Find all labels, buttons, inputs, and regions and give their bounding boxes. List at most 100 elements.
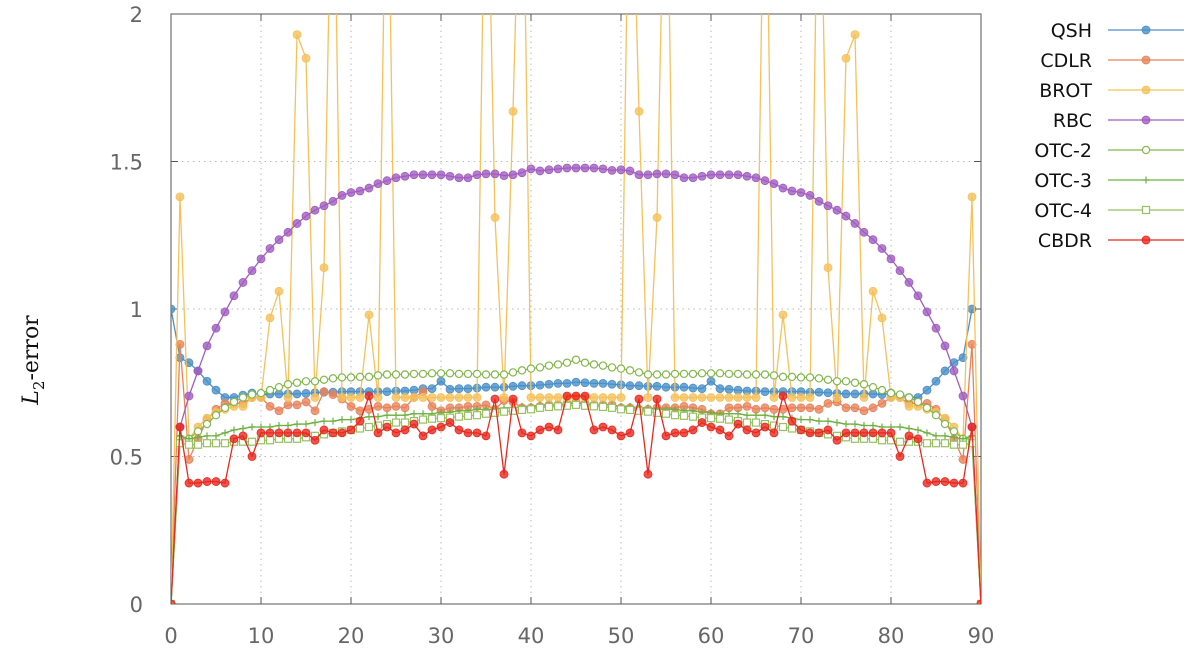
point-rbc xyxy=(265,244,275,253)
point-otc-2 xyxy=(409,369,419,379)
point-otc-4 xyxy=(688,412,698,421)
series-otc-2 xyxy=(171,355,981,604)
point-cbdr xyxy=(949,478,959,488)
point-otc-2 xyxy=(625,366,635,375)
point-otc-2 xyxy=(868,382,878,392)
legend-label-brot: BROT xyxy=(1039,80,1092,102)
point-brot xyxy=(373,393,383,402)
point-cbdr xyxy=(616,431,626,441)
point-cbdr xyxy=(733,419,743,429)
point-brot xyxy=(670,393,680,402)
point-rbc xyxy=(697,171,707,181)
point-cbdr xyxy=(787,416,797,426)
point-cbdr xyxy=(319,425,329,435)
point-cbdr xyxy=(481,431,491,441)
point-brot xyxy=(823,263,833,273)
point-rbc xyxy=(184,391,194,401)
point-rbc xyxy=(580,163,590,173)
legend-label-qsh: QSH xyxy=(1051,20,1092,42)
point-otc-4 xyxy=(247,437,257,446)
point-brot xyxy=(364,310,374,320)
point-otc-4 xyxy=(679,411,689,420)
y-tick-label: 0.5 xyxy=(110,446,143,470)
point-otc-2 xyxy=(391,370,401,379)
point-rbc xyxy=(850,219,860,228)
point-rbc xyxy=(643,170,653,180)
point-brot xyxy=(904,401,914,411)
point-otc-4 xyxy=(202,439,212,448)
point-cbdr xyxy=(841,428,851,438)
point-rbc xyxy=(904,278,914,287)
point-otc-2 xyxy=(805,373,815,382)
point-brot xyxy=(445,393,455,402)
point-brot xyxy=(688,393,698,402)
point-otc-4 xyxy=(265,436,275,445)
point-otc-3 xyxy=(869,422,877,430)
series-layer xyxy=(171,14,981,604)
point-otc-3 xyxy=(941,432,949,440)
point-otc-2 xyxy=(400,370,410,379)
point-otc-2 xyxy=(580,358,590,367)
point-brot xyxy=(427,393,437,402)
point-cbdr xyxy=(562,391,572,401)
legend-label-otc-2: OTC-2 xyxy=(1034,140,1092,162)
point-otc-2 xyxy=(814,374,824,383)
point-otc-2 xyxy=(517,366,527,375)
point-qsh xyxy=(931,376,941,386)
point-otc-2 xyxy=(463,369,473,379)
point-rbc xyxy=(868,235,878,245)
point-rbc xyxy=(589,163,599,173)
y-tick-label: 1.5 xyxy=(110,151,143,175)
legend-label-cbdr: CBDR xyxy=(1038,230,1092,252)
point-qsh xyxy=(733,385,743,395)
point-cbdr xyxy=(202,477,212,486)
point-cdlr xyxy=(382,403,392,413)
point-otc-2 xyxy=(481,370,491,379)
point-otc-2 xyxy=(679,369,689,379)
point-otc-2 xyxy=(733,369,743,379)
point-brot xyxy=(706,393,716,402)
point-otc-3 xyxy=(221,429,229,437)
tick-labels: 0 10 20 30 40 50 60 70 80 90 0 0.5 1 1.5 2 xyxy=(110,3,995,648)
legend-marker-brot xyxy=(1141,85,1151,95)
legend-item-otc-3: OTC-3 xyxy=(1034,170,1184,192)
point-qsh xyxy=(445,384,455,394)
point-cbdr xyxy=(976,599,981,604)
point-brot xyxy=(742,393,752,402)
point-otc-2 xyxy=(760,370,770,379)
point-cdlr xyxy=(787,403,797,413)
point-cbdr xyxy=(373,428,383,438)
point-otc-2 xyxy=(886,388,896,398)
legend-marker-qsh xyxy=(1141,25,1151,35)
x-tick-label: 60 xyxy=(698,624,725,648)
point-rbc xyxy=(652,169,662,179)
point-rbc xyxy=(472,170,482,180)
point-qsh xyxy=(580,378,590,388)
point-cbdr xyxy=(355,416,365,426)
point-rbc xyxy=(877,244,887,253)
point-otc-4 xyxy=(616,405,626,414)
point-otc-2 xyxy=(274,382,284,392)
legend-marker-rbc xyxy=(1141,115,1151,125)
point-qsh xyxy=(436,376,446,386)
point-cbdr xyxy=(751,428,761,438)
point-otc-4 xyxy=(643,407,653,416)
point-otc-4 xyxy=(922,439,932,448)
point-otc-3 xyxy=(302,420,310,428)
legend-item-brot: BROT xyxy=(1039,80,1184,102)
point-otc-3 xyxy=(383,411,391,419)
point-rbc xyxy=(688,173,698,183)
point-cdlr xyxy=(859,406,869,416)
point-rbc xyxy=(454,173,464,183)
point-qsh xyxy=(463,384,473,394)
point-brot xyxy=(850,30,860,40)
point-otc-4 xyxy=(625,405,635,414)
point-brot xyxy=(472,393,482,402)
point-rbc xyxy=(571,163,581,173)
point-cbdr xyxy=(328,428,338,438)
point-cbdr xyxy=(679,428,689,438)
point-otc-2 xyxy=(769,371,779,380)
point-rbc xyxy=(508,170,518,180)
point-cbdr xyxy=(832,435,842,445)
point-otc-4 xyxy=(535,403,545,412)
